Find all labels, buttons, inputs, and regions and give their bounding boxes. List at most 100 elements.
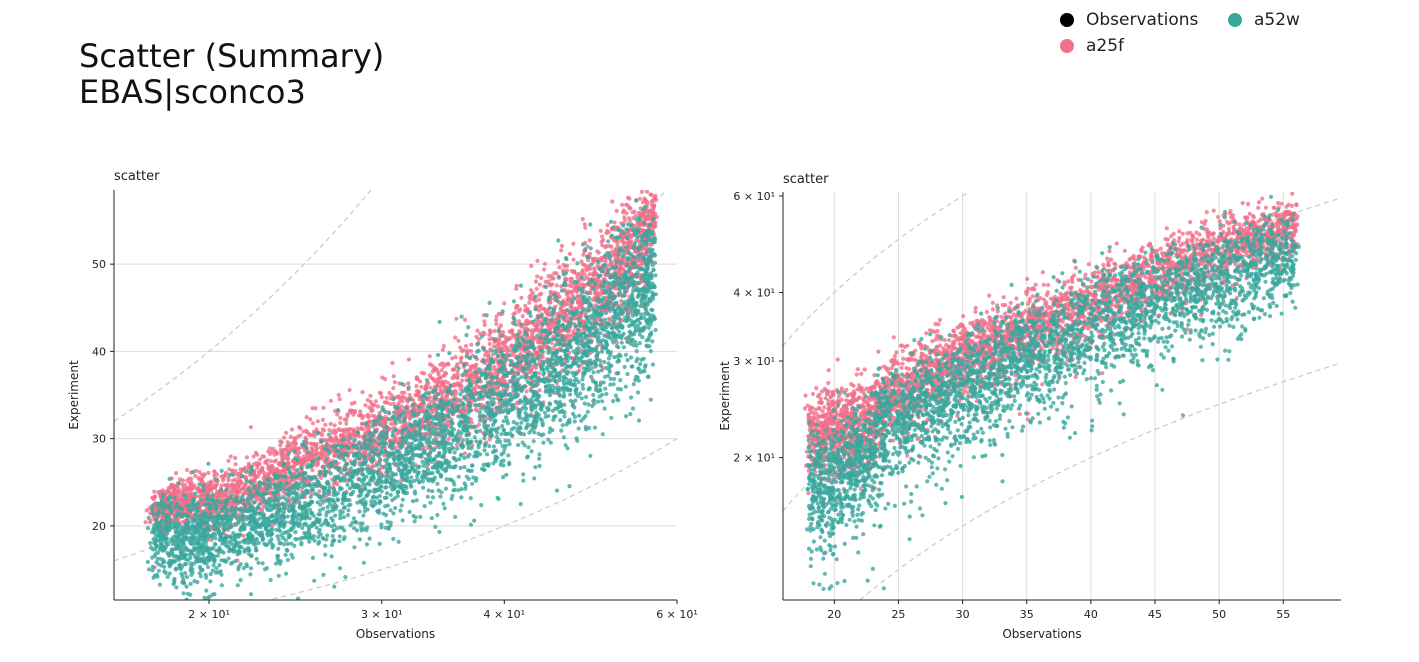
data-point-a25f <box>347 432 352 437</box>
data-point-a25f <box>536 371 542 376</box>
data-point-a52w <box>188 566 193 571</box>
data-point-a25f <box>565 314 570 320</box>
legend-label-a52w: a52w <box>1254 10 1300 30</box>
data-point-a52w <box>277 528 283 534</box>
data-point-a25f <box>396 394 401 399</box>
data-point-a25f <box>482 322 487 328</box>
legend: Observations a52w a25f <box>1060 10 1360 62</box>
data-point-a25f <box>443 379 448 384</box>
data-point-a25f <box>588 266 593 271</box>
data-point-a25f <box>400 399 405 404</box>
data-point-a52w <box>200 545 205 550</box>
data-point-a25f <box>414 389 419 394</box>
data-point-a52w <box>226 556 231 561</box>
data-point-a25f <box>566 296 571 301</box>
data-point-a25f <box>234 471 239 476</box>
data-point-a25f <box>420 404 425 409</box>
data-point-a25f <box>143 520 148 525</box>
data-point-a25f <box>533 365 539 371</box>
data-point-a25f <box>219 483 224 488</box>
scatter-points <box>143 190 659 600</box>
data-point-a25f <box>273 458 279 463</box>
data-point-a52w <box>184 574 189 580</box>
data-point-a25f <box>581 282 586 287</box>
data-point-a52w <box>224 534 229 539</box>
data-point-a25f <box>427 354 432 359</box>
data-point-a52w <box>178 550 184 555</box>
data-point-a25f <box>355 426 360 431</box>
data-point-a25f <box>280 449 285 454</box>
data-point-a25f <box>360 421 365 426</box>
data-point-a52w <box>249 523 254 529</box>
data-point-a25f <box>587 251 593 256</box>
data-point-a25f <box>399 390 404 395</box>
data-point-a52w <box>175 511 181 516</box>
data-point-a52w <box>181 580 186 585</box>
data-point-a25f <box>482 352 488 358</box>
data-point-a25f <box>595 249 600 254</box>
data-point-a25f <box>579 259 584 264</box>
data-point-a25f <box>615 243 620 248</box>
data-point-a25f <box>500 329 506 335</box>
data-point-a52w <box>238 499 243 505</box>
data-point-a25f <box>587 238 592 243</box>
data-point-a25f <box>629 239 634 244</box>
data-point-a52w <box>208 572 213 577</box>
data-point-a25f <box>335 482 340 487</box>
data-point-a52w <box>194 509 199 514</box>
data-point-a25f <box>313 406 318 411</box>
data-point-a52w <box>174 529 179 534</box>
data-point-a25f <box>241 533 246 538</box>
data-point-a52w <box>155 556 160 562</box>
data-point-a25f <box>441 344 446 349</box>
data-point-a25f <box>297 425 302 430</box>
data-point-a25f <box>230 489 235 494</box>
data-point-a52w <box>192 579 197 584</box>
data-point-a25f <box>480 403 485 408</box>
data-point-a25f <box>462 451 467 456</box>
data-point-a52w <box>187 530 192 536</box>
data-point-a52w <box>246 546 251 552</box>
data-point-a52w <box>173 566 178 571</box>
data-point-a25f <box>233 462 238 467</box>
data-point-a25f <box>626 216 632 221</box>
data-point-a25f <box>198 477 203 482</box>
data-point-a25f <box>244 455 249 460</box>
data-point-a25f <box>545 311 551 316</box>
data-point-a25f <box>227 501 232 506</box>
data-point-a25f <box>621 208 627 213</box>
data-point-a52w <box>248 470 253 476</box>
data-point-a52w <box>150 507 155 513</box>
data-point-a25f <box>299 462 304 468</box>
data-point-a52w <box>153 547 158 552</box>
data-point-a25f <box>265 471 270 476</box>
data-point-a25f <box>236 475 241 480</box>
data-point-a25f <box>321 405 326 410</box>
data-point-a25f <box>620 202 625 207</box>
legend-label-a25f: a25f <box>1086 36 1125 56</box>
data-point-a52w <box>207 502 212 507</box>
data-point-a25f <box>341 430 347 435</box>
data-point-a52w <box>202 559 207 564</box>
data-point-a52w <box>160 543 165 548</box>
data-point-a25f <box>491 344 496 349</box>
data-point-a52w <box>178 529 183 534</box>
data-point-a52w <box>163 570 168 576</box>
data-point-a25f <box>554 283 559 288</box>
data-point-a25f <box>187 485 192 490</box>
data-point-a25f <box>469 420 474 425</box>
data-point-a25f <box>180 478 185 483</box>
data-point-a52w <box>155 527 160 532</box>
data-point-a25f <box>427 362 433 367</box>
data-point-a25f <box>571 241 576 246</box>
data-point-a52w <box>193 491 198 496</box>
data-point-a25f <box>278 443 283 448</box>
data-point-a52w <box>205 595 211 600</box>
data-point-a52w <box>198 559 203 564</box>
data-point-a25f <box>502 301 507 306</box>
data-point-a25f <box>583 225 588 230</box>
data-point-a52w <box>183 526 188 532</box>
data-point-a25f <box>644 190 649 194</box>
data-point-a25f <box>360 390 365 395</box>
data-point-a52w <box>230 472 235 477</box>
